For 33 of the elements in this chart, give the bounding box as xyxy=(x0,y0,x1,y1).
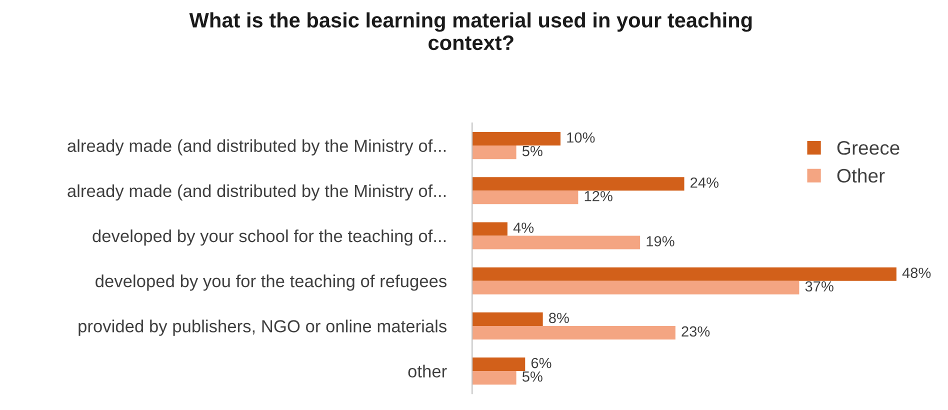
data-label: 5% xyxy=(522,146,542,156)
bar xyxy=(472,190,578,204)
y-tick-label: developed by your school for the teaching of... xyxy=(92,229,446,246)
data-label: 10% xyxy=(567,132,595,143)
bar xyxy=(472,236,640,250)
data-label: 19% xyxy=(646,236,674,246)
y-tick-label: developed by you for the teaching of refugees xyxy=(96,274,447,291)
bar xyxy=(472,146,516,160)
data-label: 48% xyxy=(902,268,931,278)
bar xyxy=(472,222,508,236)
y-tick-label: other xyxy=(408,364,447,378)
y-tick-label: provided by publishers, NGO or online materials xyxy=(78,320,446,336)
data-label: 37% xyxy=(805,281,834,292)
legend-label: Other xyxy=(837,168,885,183)
data-label: 24% xyxy=(690,177,718,188)
data-label: 8% xyxy=(549,312,569,324)
y-tick-label: already made (and distributed by the Ministry of... xyxy=(68,184,446,201)
bar xyxy=(472,177,684,191)
bar xyxy=(472,358,526,372)
data-label: 23% xyxy=(682,326,710,337)
y-tick-label: already made (and distributed by the Ministry of... xyxy=(68,139,446,156)
bar xyxy=(472,312,543,326)
data-label: 12% xyxy=(584,191,612,202)
bar xyxy=(472,280,800,294)
chart-title: What is the basic learning material used in your teaching context? xyxy=(189,12,752,50)
legend-label: Greece xyxy=(837,141,900,155)
bar xyxy=(472,132,561,146)
data-label: 6% xyxy=(531,358,552,368)
bar xyxy=(472,371,516,385)
bar xyxy=(472,326,676,340)
data-label: 5% xyxy=(522,371,542,382)
bar xyxy=(472,267,896,281)
data-label: 4% xyxy=(513,222,534,233)
